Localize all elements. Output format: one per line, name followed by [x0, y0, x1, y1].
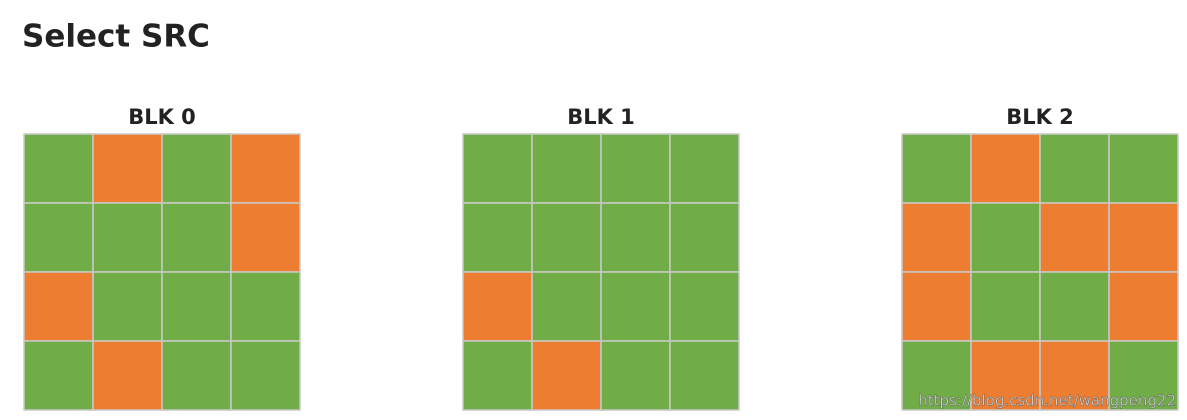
cell: [23, 271, 94, 342]
cell: [901, 133, 972, 204]
cell: [92, 271, 163, 342]
cell: [92, 133, 163, 204]
cell: [230, 133, 301, 204]
cell: [462, 202, 533, 273]
cell: [161, 271, 232, 342]
cell: [1039, 202, 1110, 273]
cell: [531, 133, 602, 204]
cell: [23, 202, 94, 273]
cell: [1039, 271, 1110, 342]
cell: [669, 271, 740, 342]
cell: [669, 340, 740, 411]
page-title: Select SRC: [22, 19, 210, 55]
cell: [462, 271, 533, 342]
cell: [92, 340, 163, 411]
block-label: BLK 1: [567, 105, 635, 129]
cell: [901, 271, 972, 342]
block-label: BLK 2: [1006, 105, 1074, 129]
cell: [1108, 271, 1179, 342]
cell: [1039, 133, 1110, 204]
cell: [1108, 202, 1179, 273]
cell: [531, 340, 602, 411]
cell: [970, 340, 1041, 411]
cell: [161, 202, 232, 273]
cell: [23, 133, 94, 204]
cell: [600, 271, 671, 342]
cell: [600, 133, 671, 204]
cell: [161, 340, 232, 411]
cell: [970, 202, 1041, 273]
cell: [230, 340, 301, 411]
cell: [1108, 133, 1179, 204]
cell: [230, 202, 301, 273]
cell: [1039, 340, 1110, 411]
watermark: https://blog.csdn.net/wangpeng22: [918, 392, 1176, 410]
cell: [161, 133, 232, 204]
cell: [230, 271, 301, 342]
cell: [531, 271, 602, 342]
cell: [600, 202, 671, 273]
cell: [970, 271, 1041, 342]
cell: [23, 340, 94, 411]
cell: [531, 202, 602, 273]
block-label: BLK 0: [128, 105, 196, 129]
cell: [669, 202, 740, 273]
cell: [462, 133, 533, 204]
cell: [92, 202, 163, 273]
cell: [970, 133, 1041, 204]
cell: [462, 340, 533, 411]
cell: [669, 133, 740, 204]
cell: [1108, 340, 1179, 411]
cell: [901, 340, 972, 411]
cell: [600, 340, 671, 411]
cell: [901, 202, 972, 273]
